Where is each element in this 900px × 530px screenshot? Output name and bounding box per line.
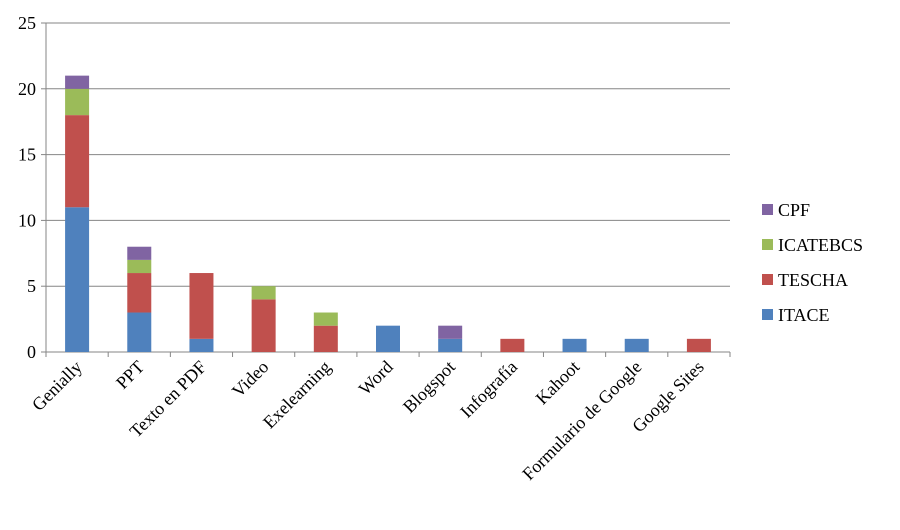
x-tick-label: Kahoot: [532, 357, 584, 409]
bar-segment: [438, 338, 463, 352]
bar-segment: [500, 338, 525, 352]
y-tick-label: 10: [18, 210, 36, 230]
bar-segment: [127, 246, 152, 260]
bar-segment: [686, 338, 711, 352]
bar-segment: [251, 299, 276, 352]
x-tick-label: Exelearning: [259, 357, 335, 433]
bar-segment: [313, 325, 338, 352]
x-tick-label: Infografía: [456, 357, 521, 422]
bar-segment: [65, 207, 90, 352]
bar-segment: [65, 115, 90, 208]
y-tick-label: 25: [18, 13, 36, 33]
legend-label: TESCHA: [778, 270, 848, 290]
x-tick-label: Video: [228, 357, 272, 401]
bar-segment: [438, 325, 463, 339]
x-tick-label: Formulario de Google: [518, 357, 645, 484]
bar-segment: [65, 75, 90, 89]
legend-marker: [762, 239, 773, 250]
bar-segment: [562, 338, 587, 352]
x-tick-label: Genially: [28, 357, 86, 415]
legend-marker: [762, 274, 773, 285]
bar-segment: [65, 88, 90, 116]
legend-label: ITACE: [778, 305, 830, 325]
bar-segment: [376, 325, 400, 352]
legend-label: CPF: [778, 200, 810, 220]
y-tick-label: 5: [27, 276, 36, 296]
x-tick-label: PPT: [112, 357, 148, 393]
legend-label: ICATEBCS: [778, 235, 863, 255]
bar-segment: [624, 338, 649, 352]
y-tick-label: 15: [18, 145, 36, 165]
x-tick-label: Word: [355, 357, 397, 399]
legend-marker: [762, 204, 773, 215]
bar-segment: [127, 259, 152, 274]
x-tick-label: Blogspot: [399, 357, 459, 417]
legend-marker: [762, 309, 773, 320]
bar-segment: [127, 312, 152, 352]
y-tick-label: 20: [18, 79, 36, 99]
bar-segment: [189, 338, 214, 352]
y-tick-label: 0: [27, 342, 36, 362]
bar-segment: [251, 286, 276, 300]
bar-segment: [189, 273, 214, 339]
bar-segment: [313, 312, 338, 326]
bar-segment: [127, 273, 152, 313]
